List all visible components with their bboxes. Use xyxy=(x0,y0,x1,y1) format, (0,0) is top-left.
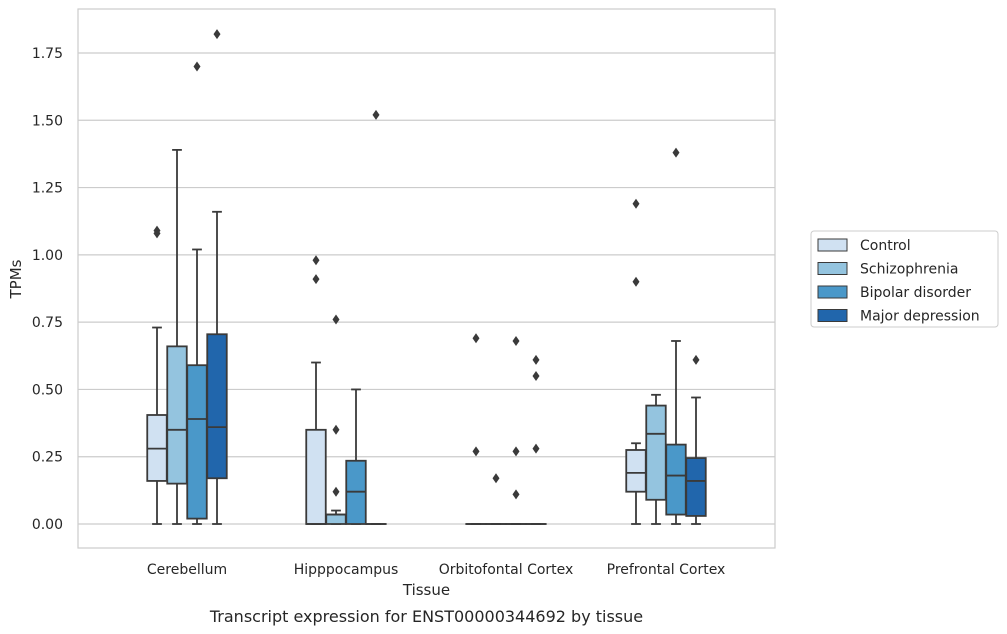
box xyxy=(525,354,547,525)
y-axis-ticks: 0.00 0.25 0.50 0.75 1.00 1.25 1.50 1.75 xyxy=(32,46,63,533)
outlier-point xyxy=(312,274,320,285)
legend-label: Major depression xyxy=(860,309,980,325)
y-tick-label: 0.75 xyxy=(32,315,63,331)
series-control xyxy=(146,198,647,525)
legend-swatch xyxy=(817,262,848,275)
outlier-point xyxy=(472,333,480,344)
box xyxy=(186,61,208,525)
box-series xyxy=(146,29,707,525)
box xyxy=(465,333,487,525)
outlier-point xyxy=(512,489,520,500)
box xyxy=(625,198,647,525)
outlier-point xyxy=(692,354,700,365)
y-tick-label: 1.25 xyxy=(32,181,63,197)
box xyxy=(505,335,527,525)
x-axis-ticks: Cerebellum Hipppocampus Orbitofontal Corte… xyxy=(147,562,725,578)
box-iqr xyxy=(166,345,188,485)
x-tick-label: Cerebellum xyxy=(147,562,227,578)
x-tick-label: Prefrontal Cortex xyxy=(607,562,726,578)
box-iqr xyxy=(186,364,208,520)
x-tick-label: Orbitofontal Cortex xyxy=(439,562,574,578)
box-iqr xyxy=(645,404,667,501)
legend-label: Control xyxy=(860,238,911,254)
legend-frame xyxy=(810,230,999,328)
y-tick-label: 0.25 xyxy=(32,450,63,466)
box xyxy=(485,473,507,525)
outlier-point xyxy=(512,446,520,457)
box xyxy=(166,148,188,525)
series-major-depression xyxy=(206,29,707,525)
box-iqr xyxy=(206,333,228,480)
box-iqr xyxy=(325,513,347,525)
box-iqr xyxy=(305,428,327,525)
plot-area-frame xyxy=(77,8,776,549)
legend-label: Bipolar disorder xyxy=(860,285,971,301)
y-tick-label: 0.50 xyxy=(32,382,63,398)
box xyxy=(685,354,707,525)
legend-label: Schizophrenia xyxy=(860,262,958,278)
box-iqr xyxy=(685,457,707,517)
outlier-point xyxy=(532,443,540,454)
outlier-point xyxy=(153,225,161,236)
box xyxy=(345,388,367,525)
series-schizophrenia xyxy=(166,148,667,525)
box xyxy=(206,29,228,525)
x-axis-label: Tissue xyxy=(402,581,450,599)
box xyxy=(365,109,387,525)
y-tick-label: 1.50 xyxy=(32,113,63,129)
outlier-point xyxy=(532,354,540,365)
outlier-point xyxy=(632,198,640,209)
legend: Control Schizophrenia Bipolar disorder Majo… xyxy=(810,230,999,328)
outlier-point xyxy=(332,314,340,325)
outlier-point xyxy=(472,446,480,457)
box-iqr xyxy=(665,443,687,516)
legend-swatch xyxy=(817,285,848,299)
y-tick-label: 1.75 xyxy=(32,46,63,62)
outlier-point xyxy=(213,29,221,40)
box xyxy=(645,393,667,525)
series-bipolar-disorder xyxy=(186,61,687,525)
legend-items: Control Schizophrenia Bipolar disorder Majo… xyxy=(817,238,980,325)
x-tick-label: Hipppocampus xyxy=(294,562,399,578)
box-iqr xyxy=(625,449,647,493)
outlier-point xyxy=(532,370,540,381)
chart-caption: Transcript expression for ENST0000034469… xyxy=(209,607,643,626)
y-tick-label: 0.00 xyxy=(32,517,63,533)
box xyxy=(325,314,347,525)
outlier-point xyxy=(492,473,500,484)
outlier-point xyxy=(312,255,320,266)
outlier-point xyxy=(512,335,520,346)
box xyxy=(305,255,327,525)
outlier-point xyxy=(193,61,201,72)
outlier-point xyxy=(372,109,380,120)
outlier-point xyxy=(332,424,340,435)
legend-swatch xyxy=(817,309,848,322)
outlier-point xyxy=(672,147,680,158)
box xyxy=(146,225,168,525)
y-axis-label: TPMs xyxy=(7,259,25,299)
box xyxy=(665,147,687,525)
legend-swatch xyxy=(817,238,848,252)
outlier-point xyxy=(632,276,640,287)
y-tick-label: 1.00 xyxy=(32,248,63,264)
outlier-point xyxy=(332,486,340,497)
